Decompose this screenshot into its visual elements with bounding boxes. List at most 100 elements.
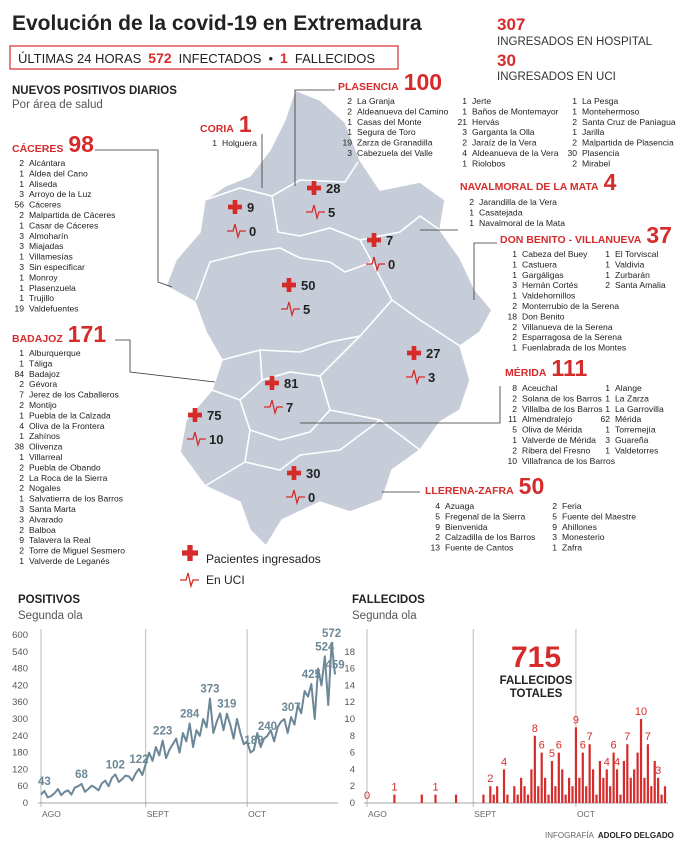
entry-count: 1	[605, 425, 610, 435]
entry-count: 4	[19, 421, 24, 431]
entry-place: Alvarado	[29, 514, 63, 524]
entry-count: 2	[347, 106, 352, 116]
hospital-count: 50	[301, 278, 315, 293]
entry-place: Aldea del Cano	[29, 168, 88, 178]
entry-count: 1	[605, 445, 610, 455]
entry-count: 9	[435, 522, 440, 532]
entry-place: Zarza de Granadilla	[357, 138, 433, 148]
entry-place: Jerte	[472, 96, 491, 106]
area-total: 98	[68, 131, 94, 157]
bar	[537, 786, 540, 803]
entry-count: 3	[605, 435, 610, 445]
entry-count: 7	[19, 390, 24, 400]
entry-count: 3	[552, 532, 557, 542]
entry-place: Monesterio	[562, 532, 605, 542]
entry-place: Valdefuentes	[29, 304, 79, 314]
hospital-count: 81	[284, 376, 298, 391]
entry-count: 1	[512, 291, 517, 301]
entry-place: Zafra	[562, 543, 582, 553]
entry-place: Fregenal de la Sierra	[445, 511, 525, 521]
credit-label: INFOGRAFÍA	[545, 831, 595, 840]
bar	[581, 752, 584, 803]
banner-separator: •	[268, 51, 273, 66]
banner-box	[9, 45, 399, 70]
entry-count: 1	[19, 410, 24, 420]
bar	[578, 777, 581, 803]
bar	[653, 761, 656, 803]
entry-count: 11	[508, 414, 517, 424]
bar	[636, 752, 639, 803]
bar	[561, 769, 564, 803]
entry-count: 1	[572, 96, 577, 106]
area-name: DON BENITO - VILLANUEVA	[500, 234, 642, 246]
bar	[663, 786, 667, 803]
bar	[639, 719, 643, 803]
entry-place: Valdetorres	[615, 445, 658, 455]
data-label: 223	[153, 726, 172, 738]
entry-count: 2	[512, 393, 517, 403]
entry-place: Táliga	[29, 358, 53, 368]
total-value: 715	[511, 641, 561, 674]
icu-count: 0	[388, 257, 395, 272]
entry-place: Jarandilla de la Vera	[479, 197, 557, 207]
entry-count: 1	[462, 96, 467, 106]
entry-place: Ahillones	[562, 522, 597, 532]
entry-place: Garganta la Olla	[472, 127, 535, 137]
entry-place: Hervás	[472, 117, 499, 127]
y-tick-label: 540	[12, 647, 28, 658]
entry-count: 2	[19, 400, 24, 410]
entry-place: Casatejada	[479, 207, 523, 217]
entry-place: Montijo	[29, 400, 57, 410]
chart-title: FALLECIDOS	[352, 594, 425, 606]
legend-icu: En UCI	[206, 573, 245, 587]
entry-place: Valdivia	[615, 259, 645, 269]
icu-value: 30	[497, 51, 516, 70]
y-tick-label: 0	[350, 798, 355, 809]
entry-place: Jaraíz de la Vera	[472, 138, 537, 148]
y-tick-label: 60	[17, 781, 28, 792]
area-total: 50	[519, 473, 545, 499]
data-label: 1	[432, 782, 438, 794]
entry-count: 5	[512, 425, 517, 435]
hospital-icon	[407, 346, 421, 360]
bar	[660, 794, 663, 803]
entry-count: 1	[347, 117, 352, 127]
entry-place: Montehermoso	[582, 106, 640, 116]
entry-place: El Torviscal	[615, 249, 658, 259]
entry-place: Torre de Miguel Sesmero	[29, 546, 125, 556]
entry-count: 2	[572, 117, 577, 127]
entry-place: Cabeza del Buey	[522, 249, 588, 259]
bar	[646, 744, 649, 803]
bar	[526, 794, 530, 803]
bar	[502, 769, 506, 803]
entry-place: Santa Amalia	[615, 280, 666, 290]
map-title: NUEVOS POSITIVOS DIARIOS	[12, 85, 177, 97]
data-label: 373	[200, 684, 219, 696]
bar	[492, 794, 495, 803]
data-label: 5	[549, 748, 555, 760]
map	[165, 89, 493, 548]
y-tick-label: 240	[12, 731, 28, 742]
bar	[496, 786, 499, 803]
bar	[612, 752, 615, 803]
bar	[633, 769, 636, 803]
entry-place: Hernán Cortés	[522, 280, 578, 290]
area-total: 4	[604, 169, 617, 195]
icu-icon	[180, 572, 199, 589]
bar	[571, 786, 574, 803]
data-label: 6	[611, 740, 617, 752]
entry-count: 3	[19, 231, 24, 241]
entry-count: 1	[19, 272, 24, 282]
entry-count: 1	[605, 393, 610, 403]
chart-subtitle: Segunda ola	[18, 610, 83, 622]
y-tick-label: 0	[23, 798, 28, 809]
bar	[506, 794, 509, 803]
entry-place: Fuenlabrada de los Montes	[522, 343, 626, 353]
data-label: 189	[244, 735, 263, 747]
entry-place: Olivenza	[29, 442, 63, 452]
entry-count: 1	[512, 259, 517, 269]
y-tick-label: 360	[12, 697, 28, 708]
entry-count: 2	[435, 532, 440, 542]
entry-place: La Roca de la Sierra	[29, 473, 108, 483]
bar	[393, 794, 396, 803]
